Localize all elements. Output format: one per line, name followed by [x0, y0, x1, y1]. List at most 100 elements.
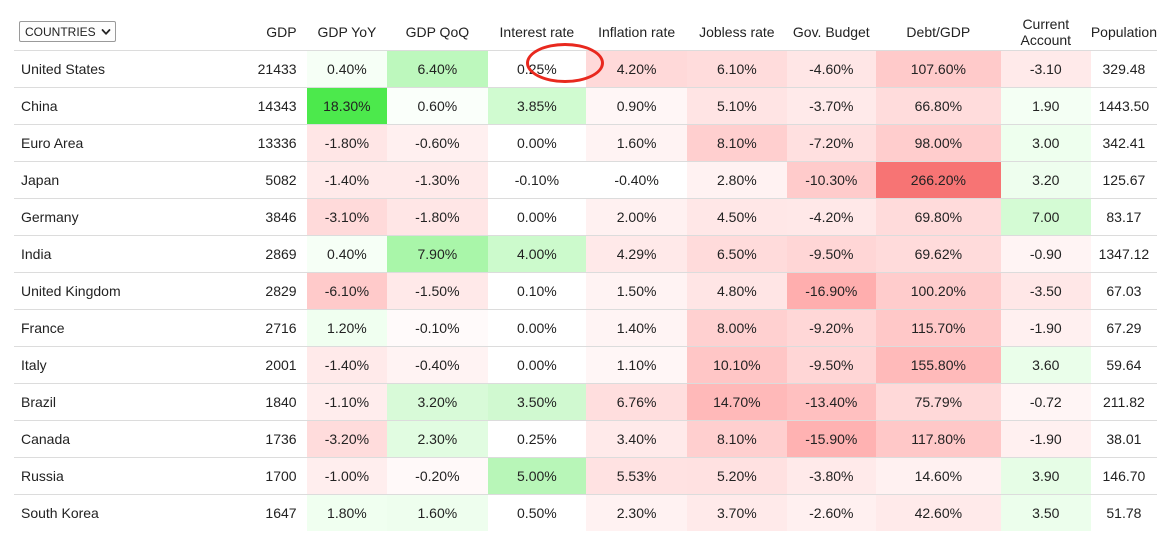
interest-rate-cell: 0.25% [487, 420, 587, 458]
column-header-current-account[interactable]: Current Account [1020, 15, 1072, 48]
column-header-inflation-rate[interactable]: Inflation rate [598, 23, 676, 40]
gdp-yoy-cell: -1.40% [306, 161, 388, 199]
country-header: COUNTRIES [14, 13, 224, 51]
inflation-rate-cell: -0.40% [586, 161, 687, 199]
country-name-cell[interactable]: Euro Area [14, 124, 224, 162]
interest-rate-cell: 0.00% [487, 346, 587, 384]
population-cell: 1443.50 [1090, 87, 1157, 125]
debt-gdp-cell: 266.20% [875, 161, 1001, 199]
column-header-debt-gdp[interactable]: Debt/GDP [906, 23, 971, 40]
gdp-cell: 2716 [224, 309, 307, 347]
debt-gdp-cell: 100.20% [875, 272, 1001, 310]
population-cell: 67.29 [1090, 309, 1157, 347]
country-name-cell[interactable]: Italy [14, 346, 224, 384]
country-name-cell[interactable]: Germany [14, 198, 224, 236]
gdp-qoq-cell: 7.90% [387, 235, 488, 273]
gdp-cell: 2829 [224, 272, 307, 310]
table-body: United States 21433 0.40% 6.40% 0.25% 4.20% 6.… [14, 50, 1157, 531]
column-header-gov-budget[interactable]: Gov. Budget [792, 23, 870, 40]
gdp-qoq-cell: -0.60% [387, 124, 488, 162]
debt-gdp-cell: 115.70% [875, 309, 1001, 347]
column-header-gdp-yoy[interactable]: GDP YoY [317, 23, 377, 40]
table-row[interactable]: Japan 5082 -1.40% -1.30% -0.10% -0.40% 2.80% -1… [14, 161, 1157, 199]
table-row[interactable]: South Korea 1647 1.80% 1.60% 0.50% 2.30% 3.70%… [14, 494, 1157, 531]
current-account-cell: 3.50 [1000, 494, 1091, 531]
country-name-cell[interactable]: South Korea [14, 494, 224, 531]
population-cell: 59.64 [1090, 346, 1157, 384]
gdp-qoq-cell: 0.60% [387, 87, 488, 125]
column-header-gdp-qoq[interactable]: GDP QoQ [405, 23, 470, 40]
table-row[interactable]: Italy 2001 -1.40% -0.40% 0.00% 1.10% 10.10% -9.… [14, 346, 1157, 384]
population-cell: 38.01 [1090, 420, 1157, 458]
gdp-yoy-cell: -3.10% [306, 198, 388, 236]
gdp-yoy-cell: -1.00% [306, 457, 388, 495]
jobless-rate-cell: 5.20% [686, 457, 787, 495]
country-name-cell[interactable]: Russia [14, 457, 224, 495]
countries-dropdown[interactable]: COUNTRIES [19, 21, 116, 42]
debt-gdp-cell: 98.00% [875, 124, 1001, 162]
current-account-cell: 3.00 [1000, 124, 1091, 162]
inflation-rate-cell: 0.90% [586, 87, 687, 125]
table-row[interactable]: China 14343 18.30% 0.60% 3.85% 0.90% 5.10% -3.7… [14, 87, 1157, 125]
inflation-rate-cell: 4.20% [586, 50, 687, 88]
current-account-cell: -0.72 [1000, 383, 1091, 421]
current-account-cell: -0.90 [1000, 235, 1091, 273]
interest-rate-cell: 3.50% [487, 383, 587, 421]
gdp-qoq-cell: -0.20% [387, 457, 488, 495]
country-name-cell[interactable]: United States [14, 50, 224, 88]
country-name-cell[interactable]: India [14, 235, 224, 273]
country-name-cell[interactable]: Canada [14, 420, 224, 458]
column-header-jobless-rate[interactable]: Jobless rate [699, 23, 775, 40]
interest-rate-cell: 0.10% [487, 272, 587, 310]
gdp-qoq-cell: -1.50% [387, 272, 488, 310]
population-cell: 125.67 [1090, 161, 1157, 199]
gov-budget-cell: -16.90% [786, 272, 876, 310]
table-row[interactable]: Brazil 1840 -1.10% 3.20% 3.50% 6.76% 14.70% -13… [14, 383, 1157, 421]
current-account-cell: -1.90 [1000, 309, 1091, 347]
current-account-cell: 3.60 [1000, 346, 1091, 384]
gdp-cell: 1647 [224, 494, 307, 531]
country-name-cell[interactable]: Brazil [14, 383, 224, 421]
table-row[interactable]: Germany 3846 -3.10% -1.80% 0.00% 2.00% 4.50% -4… [14, 198, 1157, 236]
gdp-yoy-cell: 0.40% [306, 50, 388, 88]
table-row[interactable]: India 2869 0.40% 7.90% 4.00% 4.29% 6.50% -9.50%… [14, 235, 1157, 273]
current-account-cell: 7.00 [1000, 198, 1091, 236]
interest-rate-cell: 3.85% [487, 87, 587, 125]
table-row[interactable]: France 2716 1.20% -0.10% 0.00% 1.40% 8.00% -9.2… [14, 309, 1157, 347]
jobless-rate-cell: 5.10% [686, 87, 787, 125]
table-row[interactable]: Euro Area 13336 -1.80% -0.60% 0.00% 1.60% 8.10… [14, 124, 1157, 162]
gdp-cell: 5082 [224, 161, 307, 199]
interest-rate-cell: 4.00% [487, 235, 587, 273]
gov-budget-cell: -9.50% [786, 346, 876, 384]
gdp-cell: 1736 [224, 420, 307, 458]
column-header-interest-rate[interactable]: Interest rate [499, 23, 575, 40]
table-row[interactable]: Russia 1700 -1.00% -0.20% 5.00% 5.53% 5.20% -3.… [14, 457, 1157, 495]
country-name-cell[interactable]: United Kingdom [14, 272, 224, 310]
country-name-cell[interactable]: China [14, 87, 224, 125]
interest-rate-cell: 0.00% [487, 198, 587, 236]
gdp-cell: 14343 [224, 87, 307, 125]
gdp-qoq-cell: -1.30% [387, 161, 488, 199]
interest-rate-cell: 0.00% [487, 124, 587, 162]
debt-gdp-cell: 69.62% [875, 235, 1001, 273]
gov-budget-cell: -13.40% [786, 383, 876, 421]
current-account-cell: 1.90 [1000, 87, 1091, 125]
column-header-population[interactable]: Population [1090, 23, 1157, 40]
jobless-rate-cell: 8.10% [686, 420, 787, 458]
table-row[interactable]: United States 21433 0.40% 6.40% 0.25% 4.20% 6.… [14, 50, 1157, 88]
debt-gdp-cell: 69.80% [875, 198, 1001, 236]
population-cell: 1347.12 [1090, 235, 1157, 273]
gov-budget-cell: -10.30% [786, 161, 876, 199]
table-row[interactable]: Canada 1736 -3.20% 2.30% 0.25% 3.40% 8.10% -15.… [14, 420, 1157, 458]
gdp-cell: 21433 [224, 50, 307, 88]
interest-rate-cell: 0.25% [487, 50, 587, 88]
country-name-cell[interactable]: France [14, 309, 224, 347]
table-row[interactable]: United Kingdom 2829 -6.10% -1.50% 0.10% 1.50%… [14, 272, 1157, 310]
inflation-rate-cell: 2.30% [586, 494, 687, 531]
country-name-cell[interactable]: Japan [14, 161, 224, 199]
gov-budget-cell: -9.50% [786, 235, 876, 273]
column-header-gdp[interactable]: GDP [266, 23, 297, 40]
gdp-qoq-cell: -0.40% [387, 346, 488, 384]
gov-budget-cell: -3.80% [786, 457, 876, 495]
gdp-qoq-cell: -0.10% [387, 309, 488, 347]
